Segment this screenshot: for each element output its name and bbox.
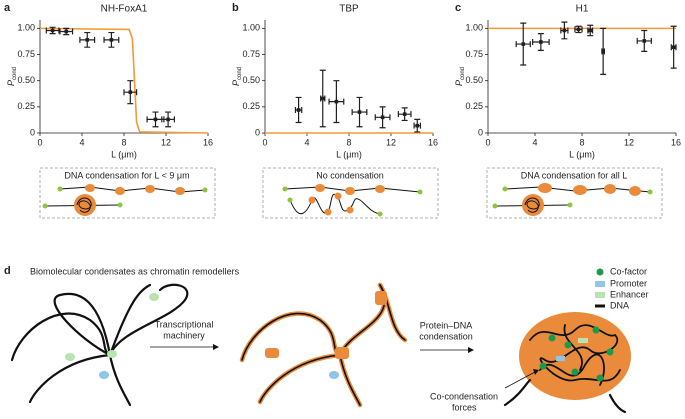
x-tick-label: 0 [37,137,42,147]
arrow-label: Transcriptional [155,319,214,329]
arrow [150,344,219,350]
point [85,38,90,42]
point [128,90,133,94]
point [671,45,676,50]
point [320,96,325,101]
y-axis-label-sub: cond [237,67,243,80]
y-axis-label-main: P [231,80,241,86]
y-axis-label: Pcond [231,67,242,86]
point [562,28,567,33]
point [296,108,301,112]
point [334,99,339,104]
legend-label: Promoter [610,278,647,288]
y-axis-label-main: P [454,80,464,86]
point [402,112,407,116]
x-tick-label: 16 [671,137,681,147]
y-tick-label: 0.50 [465,75,483,85]
x-tick-label: 0 [262,137,267,147]
fit-line [39,27,209,134]
point [64,29,69,34]
legend-label: Enhancer [610,289,649,299]
schematic-c [492,183,653,216]
annotation: Co-condensation [430,391,498,401]
legend-label: DNA [610,300,629,310]
point [166,117,170,122]
point [601,49,605,54]
x-tick-label: 4 [79,137,84,147]
x-tick-label: 12 [161,137,171,147]
legend-label: Co-factor [610,266,647,276]
y-tick-label: 0.75 [465,49,483,59]
y-tick-label: 0.75 [17,49,35,59]
y-tick-label: 1.00 [465,23,483,33]
point [153,117,158,122]
schematic-box [486,167,663,219]
x-tick-label: 12 [386,137,396,147]
y-tick-label: 0.25 [465,101,483,111]
x-tick-label: 8 [121,137,126,147]
point [357,110,362,114]
x-axis-label: L (μm) [569,149,595,159]
arrow-label: machinery [163,330,205,340]
y-tick-label: 0 [30,127,35,137]
x-tick-label: 4 [532,137,537,147]
schematic-a [42,184,208,216]
chromatin-coated [239,282,408,408]
point [415,123,420,128]
x-tick-label: 16 [428,137,438,147]
point [109,38,114,42]
panel-letter: d [4,265,11,277]
panel-title: Biomolecular condensates as chromatin re… [30,266,240,276]
y-tick-label: 0.25 [242,101,260,111]
y-tick-label: 0.75 [242,49,260,59]
y-tick-label: 1.00 [242,23,260,33]
y-tick-label: 0 [478,127,483,137]
schematic-b [282,184,423,217]
chromatin-free [10,283,189,407]
chart-title: NH-FoxA1 [101,4,148,15]
arrow [468,347,474,353]
panel-letter: b [232,2,239,14]
legend [595,268,605,308]
x-tick-label: 4 [304,137,309,147]
panel-letter: c [455,2,461,14]
schematic-box [262,167,439,219]
point [380,115,385,120]
box-caption: DNA condensation for all L [521,170,628,180]
y-axis-label: Pcond [6,67,17,86]
y-axis-label-main: P [6,80,16,86]
condensate [503,312,631,414]
point [576,27,581,32]
chart-title: H1 [576,4,589,15]
y-tick-label: 0.50 [17,75,35,85]
x-axis-label: L (μm) [336,149,362,159]
x-tick-label: 12 [624,137,634,147]
y-axis-label-sub: cond [12,67,18,80]
y-tick-label: 0 [255,127,260,137]
x-tick-label: 0 [485,137,490,147]
y-tick-label: 1.00 [17,23,35,33]
x-axis-label: L (μm) [111,149,137,159]
y-axis-label: Pcond [454,67,465,86]
y-tick-label: 0.50 [242,75,260,85]
point [642,39,647,43]
arrow-label: Protein–DNA [420,320,473,330]
annotation: forces [452,402,477,412]
schematic-box [39,167,216,219]
y-axis-label-sub: cond [460,67,466,80]
panel-letter: a [4,2,11,14]
x-tick-label: 16 [203,137,213,147]
chart-title: TBP [339,4,359,15]
point [588,28,593,33]
point [539,40,543,44]
x-tick-label: 8 [579,137,584,147]
y-tick-label: 0.25 [17,101,35,111]
box-caption: No condensation [316,170,384,180]
point [521,42,526,46]
box-caption: DNA condensation for L < 9 μm [64,170,189,180]
point [50,28,55,33]
x-tick-label: 8 [346,137,351,147]
arrow-label: condensation [419,331,473,341]
